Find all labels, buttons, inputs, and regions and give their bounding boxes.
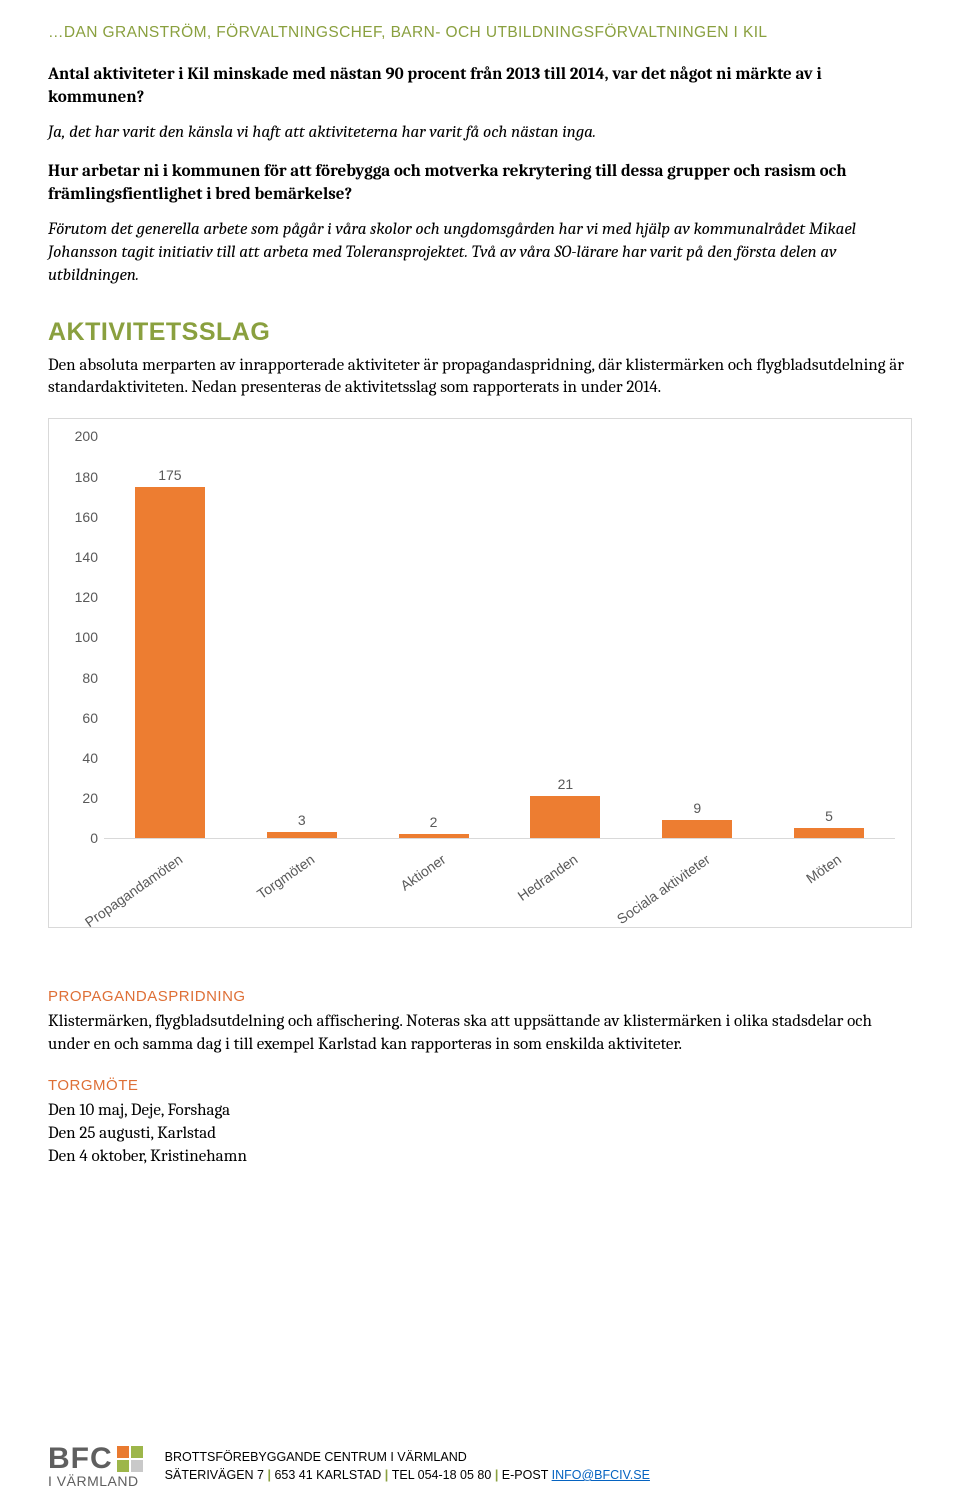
chart-bar: 9 (662, 820, 732, 838)
torgmote-item: Den 25 augusti, Karlstad (48, 1124, 216, 1143)
x-axis-label: Sociala aktiviteter (613, 851, 712, 927)
chart-bar: 21 (530, 796, 600, 838)
logo-icon (117, 1446, 143, 1472)
x-axis-label: Aktioner (398, 851, 449, 894)
footer-street: SÄTERIVÄGEN 7 (165, 1468, 264, 1482)
y-axis-tick: 40 (64, 750, 98, 766)
x-axis-label: Möten (803, 851, 844, 886)
bfc-logo: BFC I VÄRMLAND (48, 1444, 143, 1488)
y-axis-tick: 60 (64, 710, 98, 726)
bar-value-label: 3 (298, 812, 306, 828)
logo-subtext: I VÄRMLAND (48, 1474, 143, 1488)
x-axis-label: Propagandamöten (82, 851, 186, 930)
footer-email-link[interactable]: INFO@BFCIV.SE (552, 1468, 650, 1482)
y-axis-tick: 160 (64, 509, 98, 525)
section-body: Den absoluta merparten av inrapporterade… (48, 355, 912, 401)
bar-value-label: 2 (430, 814, 438, 830)
y-axis-tick: 140 (64, 549, 98, 565)
y-axis-tick: 120 (64, 589, 98, 605)
footer-epost-label: E-POST (502, 1468, 548, 1482)
chart-bar: 3 (267, 832, 337, 838)
x-axis-label: Hedranden (515, 851, 581, 904)
subheading-propagandaspridning: PROPAGANDASPRIDNING (48, 988, 912, 1005)
answer-2: Förutom det generella arbete som pågår i… (48, 219, 912, 288)
bar-value-label: 5 (825, 808, 833, 824)
answer-1: Ja, det har varit den känsla vi haft att… (48, 122, 912, 145)
subheading-torgmote: TORGMÖTE (48, 1077, 912, 1094)
propagandaspridning-body: Klistermärken, flygbladsutdelning och af… (48, 1011, 912, 1057)
page-header-quote: …DAN GRANSTRÖM, FÖRVALTNINGSCHEF, BARN- … (48, 24, 912, 42)
y-axis-tick: 80 (64, 670, 98, 686)
footer-city: 653 41 KARLSTAD (274, 1468, 381, 1482)
chart-bar: 175 (135, 487, 205, 839)
chart-bar: 5 (794, 828, 864, 838)
y-axis-tick: 0 (64, 830, 98, 846)
question-1: Antal aktiviteter i Kil minskade med näs… (48, 64, 912, 110)
bar-value-label: 9 (693, 800, 701, 816)
torgmote-item: Den 10 maj, Deje, Forshaga (48, 1101, 230, 1120)
footer-contact: BROTTSFÖREBYGGANDE CENTRUM I VÄRMLAND SÄ… (165, 1448, 650, 1484)
footer-org-name: BROTTSFÖREBYGGANDE CENTRUM I VÄRMLAND (165, 1448, 650, 1466)
y-axis-tick: 20 (64, 790, 98, 806)
question-2: Hur arbetar ni i kommunen för att föreby… (48, 161, 912, 207)
footer-address-line: SÄTERIVÄGEN 7 | 653 41 KARLSTAD | TEL 05… (165, 1466, 650, 1484)
page-footer: BFC I VÄRMLAND BROTTSFÖREBYGGANDE CENTRU… (48, 1444, 912, 1488)
activity-bar-chart: 0 20 40 60 80 100 120 140 160 180 200 175 Propaganda… (48, 418, 912, 928)
bar-value-label: 21 (558, 776, 574, 792)
y-axis-tick: 100 (64, 629, 98, 645)
x-axis-label: Torgmöten (254, 851, 317, 902)
footer-tel: TEL 054-18 05 80 (392, 1468, 492, 1482)
y-axis-tick: 180 (64, 469, 98, 485)
chart-bar: 2 (399, 834, 469, 838)
logo-text: BFC (48, 1444, 113, 1474)
torgmote-item: Den 4 oktober, Kristinehamn (48, 1147, 247, 1166)
section-title-aktivitetsslag: AKTIVITETSSLAG (48, 318, 912, 347)
bar-value-label: 175 (158, 467, 181, 483)
y-axis-tick: 200 (64, 428, 98, 444)
torgmote-list: Den 10 maj, Deje, Forshaga Den 25 augusti… (48, 1100, 912, 1169)
